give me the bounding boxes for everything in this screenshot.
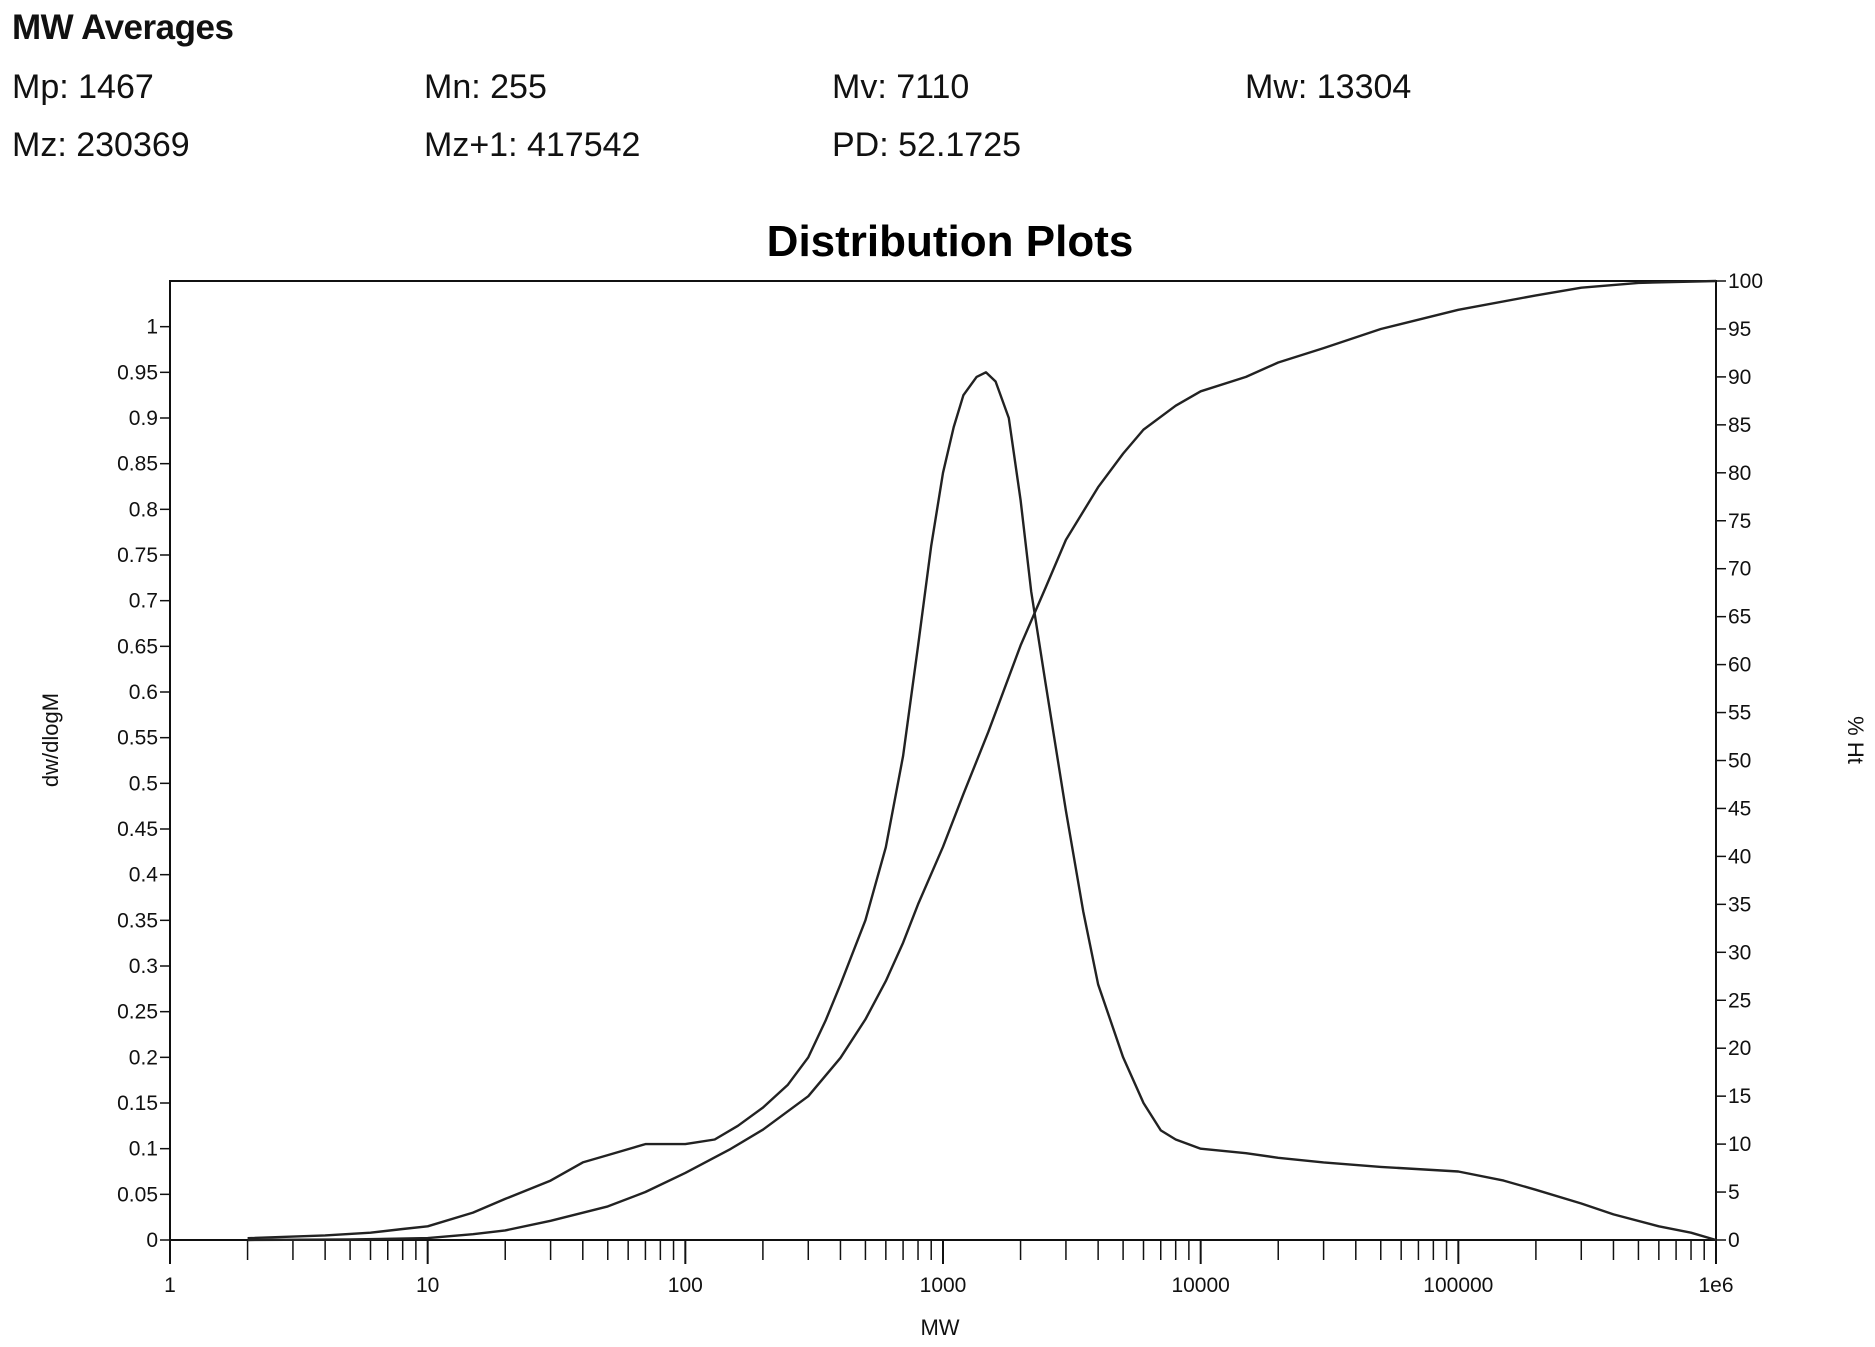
mn-value: Mn: 255 [424, 68, 547, 106]
y2-tick-label: 40 [1728, 845, 1751, 868]
mv-value: Mv: 7110 [832, 68, 970, 106]
y2-tick-label: 95 [1728, 318, 1751, 341]
y2-axis-label: % Ht [1843, 716, 1868, 764]
x-tick-label: 1 [164, 1274, 176, 1297]
y-tick-label: 0.2 [129, 1046, 158, 1069]
y2-tick-label: 90 [1728, 366, 1751, 389]
y-tick-label: 0.55 [117, 727, 158, 750]
y2-tick-label: 35 [1728, 893, 1751, 916]
y-tick-label: 0.9 [129, 407, 158, 430]
mw-averages-heading: MW Averages [12, 8, 234, 47]
x-tick-label: 1000 [920, 1274, 967, 1297]
y2-tick-label: 25 [1728, 989, 1751, 1012]
y2-tick-label: 50 [1728, 750, 1751, 773]
x-axis-label: MW [920, 1315, 959, 1340]
x-tick-label: 10000 [1171, 1274, 1229, 1297]
y-tick-label: 0.5 [129, 772, 158, 795]
y-tick-label: 0.85 [117, 453, 158, 476]
mz1-value: Mz+1: 417542 [424, 126, 641, 164]
x-tick-label: 10 [416, 1274, 439, 1297]
y-tick-label: 0.95 [117, 361, 158, 384]
y-tick-label: 1 [146, 316, 158, 339]
y-tick-label: 0.05 [117, 1183, 158, 1206]
y2-tick-label: 45 [1728, 797, 1751, 820]
plot-frame [169, 280, 1717, 1241]
y2-tick-label: 85 [1728, 414, 1751, 437]
y-tick-label: 0.8 [129, 498, 158, 521]
distribution-line [247, 371, 1717, 1242]
y-tick-label: 0.35 [117, 909, 158, 932]
y-tick-label: 0 [146, 1229, 158, 1252]
tick-labels: 0 0.05 0.1 0.15 0.2 0.25 0.3 0.35 0.4 0.45 0.5 0.55… [117, 270, 1763, 1297]
y-tick-label: 0.7 [129, 590, 158, 613]
x-tick-label: 100000 [1423, 1274, 1493, 1297]
mp-value: Mp: 1467 [12, 68, 154, 106]
pd-value: PD: 52.1725 [832, 126, 1022, 164]
y-tick-label: 0.65 [117, 635, 158, 658]
mz-value: Mz: 230369 [12, 126, 190, 164]
y-axis-label: dw/dlogM [38, 693, 63, 787]
cumulative-line [247, 279, 1717, 1242]
x-tick-label: 1e6 [1698, 1274, 1733, 1297]
y2-tick-label: 60 [1728, 654, 1751, 677]
x-tick-label: 100 [668, 1274, 703, 1297]
y2-tick-label: 65 [1728, 606, 1751, 629]
y2-tick-label: 20 [1728, 1037, 1751, 1060]
y2-tick-label: 30 [1728, 941, 1751, 964]
y2-tick-label: 15 [1728, 1085, 1751, 1108]
y2-tick-label: 80 [1728, 462, 1751, 485]
y-tick-label: 0.1 [129, 1138, 158, 1161]
axis-ticks [160, 280, 1726, 1264]
y2-tick-label: 0 [1728, 1229, 1740, 1252]
y2-tick-label: 55 [1728, 702, 1751, 725]
y2-tick-label: 5 [1728, 1181, 1740, 1204]
y-tick-label: 0.4 [129, 864, 159, 887]
y2-tick-label: 10 [1728, 1133, 1751, 1156]
y-tick-label: 0.25 [117, 1001, 158, 1024]
y2-tick-label: 75 [1728, 510, 1751, 533]
y-tick-label: 0.3 [129, 955, 158, 978]
y-tick-label: 0.15 [117, 1092, 158, 1115]
chart-title: Distribution Plots [767, 217, 1134, 266]
mw-value: Mw: 13304 [1245, 68, 1412, 106]
y-tick-label: 0.75 [117, 544, 158, 567]
y2-tick-label: 100 [1728, 270, 1763, 293]
series-lines [247, 279, 1717, 1242]
y-tick-label: 0.45 [117, 818, 158, 841]
y2-tick-label: 70 [1728, 558, 1751, 581]
y-tick-label: 0.6 [129, 681, 158, 704]
